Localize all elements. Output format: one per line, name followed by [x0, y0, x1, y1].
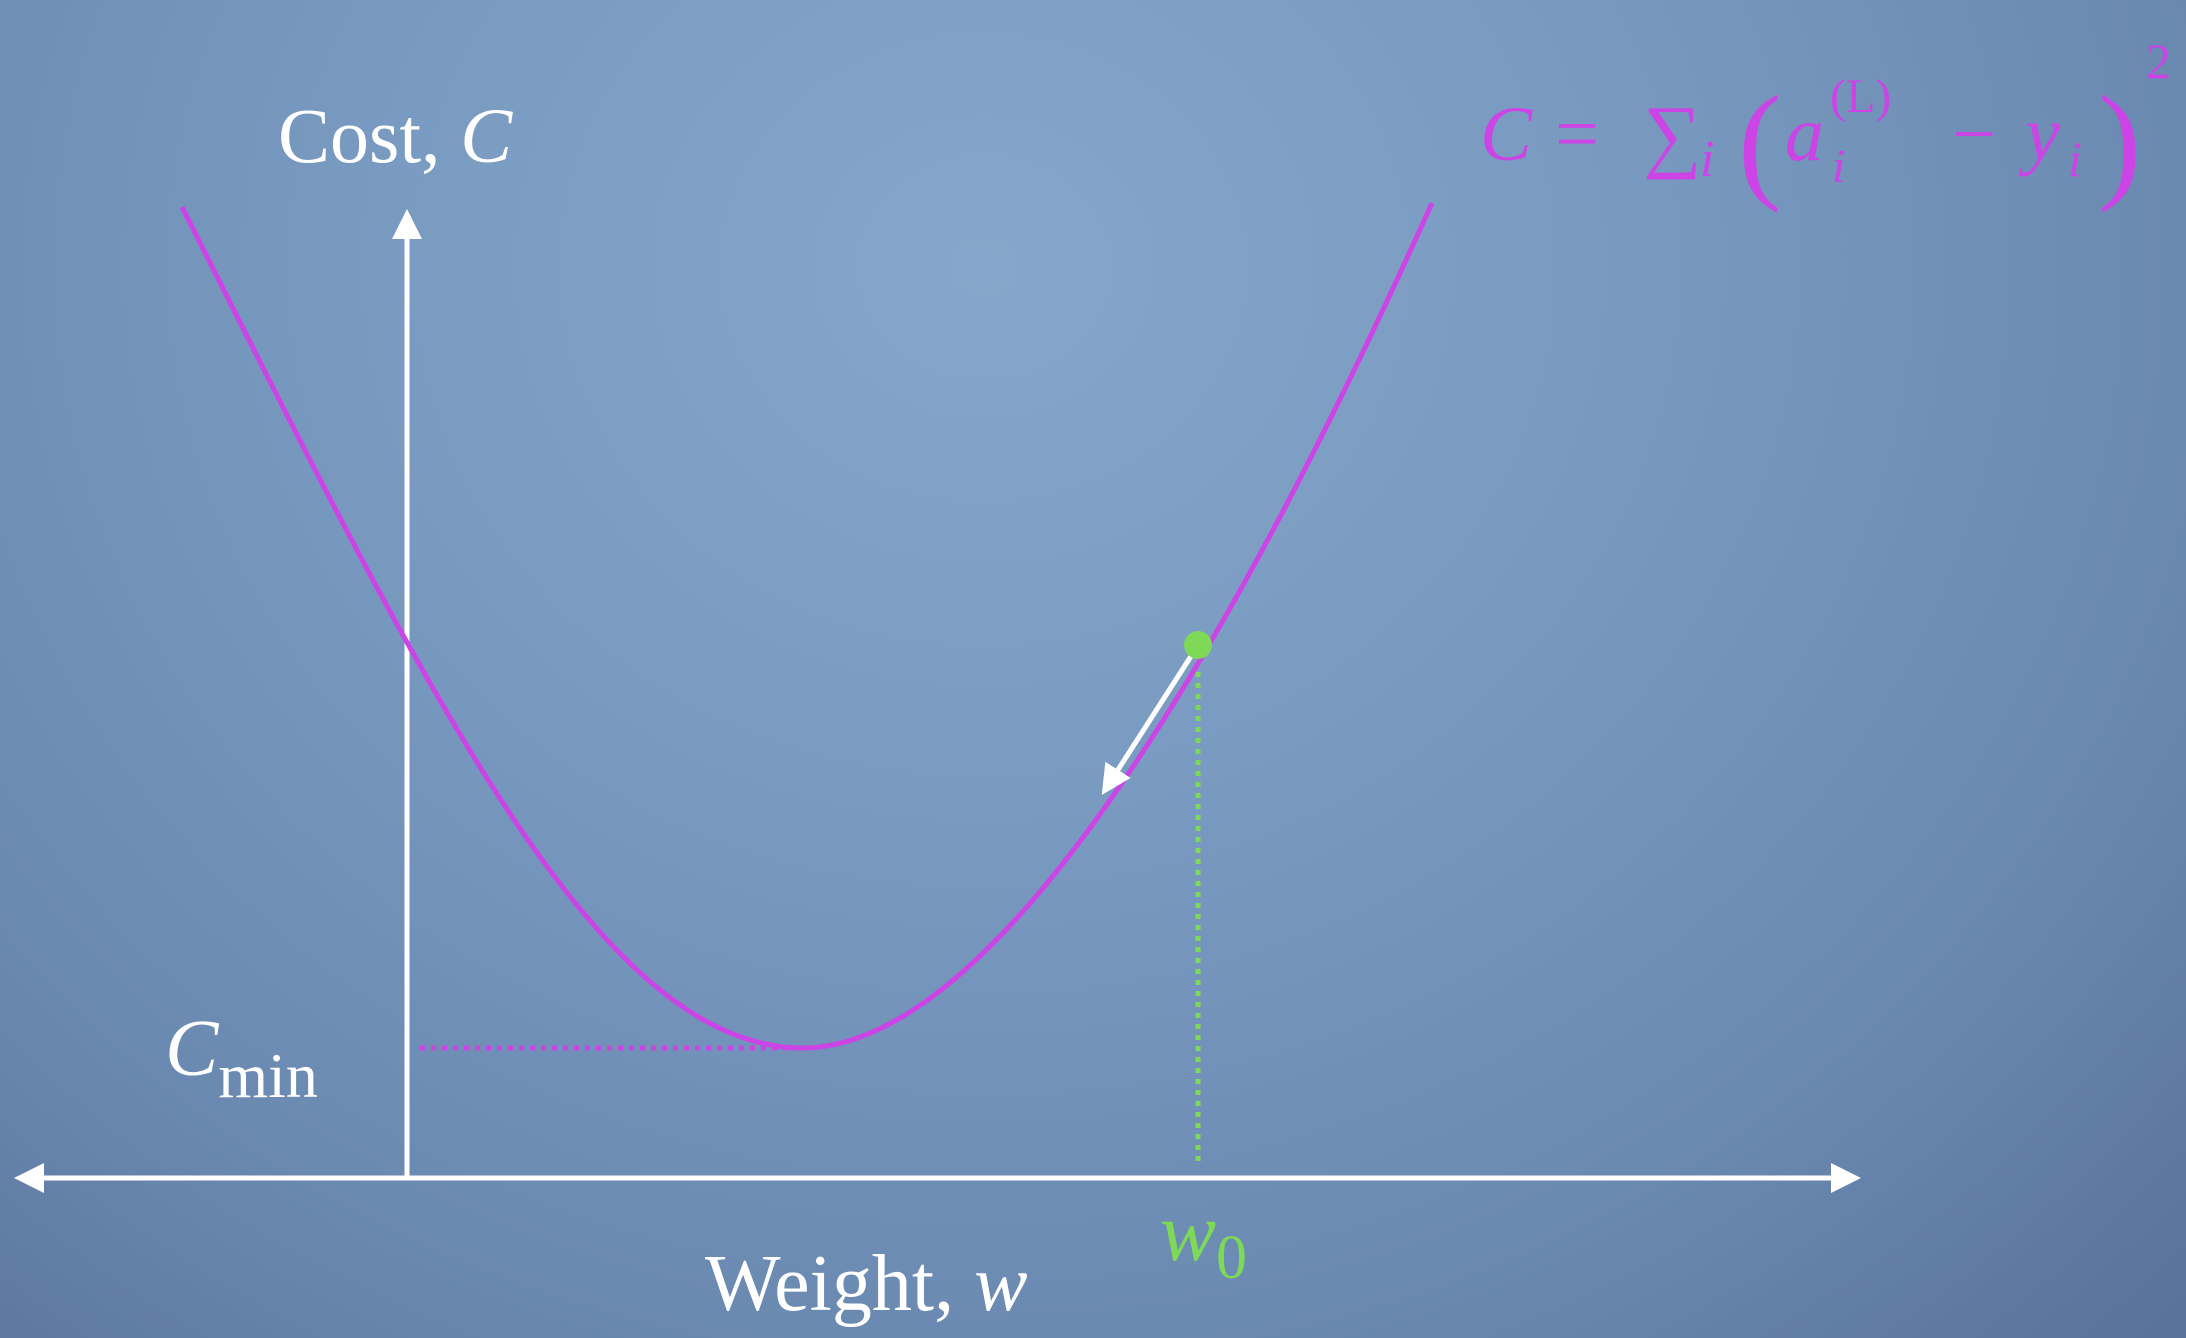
formula-sum: ∑	[1643, 89, 1701, 180]
cmin-label-base: C	[165, 1005, 220, 1093]
formula-close-paren: )	[2098, 70, 2141, 214]
formula-y: y	[2018, 90, 2060, 177]
formula-exponent: 2	[2146, 33, 2171, 89]
x-axis-label-var: w	[974, 1240, 1027, 1328]
formula-y-sub: i	[2068, 131, 2082, 187]
cost-curve	[179, 201, 1435, 1051]
formula-open-paren: (	[1738, 70, 1781, 214]
formula-minus: −	[1952, 90, 1996, 177]
y-axis-label: Cost, C	[278, 92, 513, 179]
formula-a: a	[1785, 90, 1824, 177]
x-axis-label: Weight, w	[705, 1240, 1027, 1328]
cmin-label: Cmin	[165, 1005, 318, 1111]
w0-label: w0	[1160, 1186, 1247, 1292]
cmin-label-sub: min	[218, 1040, 318, 1111]
w0-label-base: w	[1160, 1186, 1216, 1279]
gradient-step-arrow	[1101, 648, 1198, 796]
x-axis-label-prefix: Weight,	[705, 1240, 974, 1328]
w0-label-sub: 0	[1216, 1224, 1247, 1292]
w0-point	[1184, 631, 1212, 659]
formula-equals: =	[1555, 90, 1599, 177]
formula-sum-index: i	[1700, 131, 1714, 188]
y-axis-label-var: C	[460, 92, 513, 179]
formula-a-sub: i	[1832, 140, 1845, 193]
formula-lhs: C	[1480, 90, 1533, 177]
y-axis-label-prefix: Cost,	[278, 92, 460, 179]
formula-a-sup: (L)	[1830, 70, 1891, 123]
cost-formula: C = ∑ i ( a (L) i − y i ) 2	[1480, 33, 2171, 214]
